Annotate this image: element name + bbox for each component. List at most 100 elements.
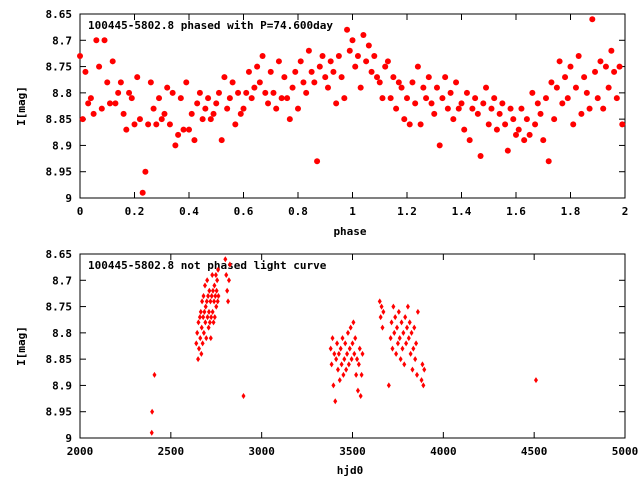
phased-data-point — [360, 32, 367, 39]
phased-data-point — [335, 53, 342, 60]
phased-chart-title: 100445-5802.8 phased with P=74.600day — [88, 19, 333, 32]
phased-y-tick-label: 8.7 — [52, 34, 72, 47]
unphased-y-tick-label: 8.65 — [46, 248, 73, 261]
unphased-data-point — [201, 329, 206, 336]
unphased-data-point — [209, 293, 214, 300]
phased-data-point — [226, 95, 233, 102]
phased-data-point — [191, 137, 198, 144]
unphased-data-point — [203, 303, 208, 310]
unphased-data-point — [348, 324, 353, 331]
unphased-data-point — [338, 345, 343, 352]
unphased-data-point — [346, 361, 351, 368]
phased-data-point — [218, 137, 225, 144]
unphased-data-points — [149, 256, 538, 436]
phased-data-point — [175, 131, 182, 138]
phased-x-axis-label: phase — [333, 225, 366, 238]
unphased-data-point — [414, 340, 419, 347]
unphased-data-point — [351, 319, 356, 326]
phased-data-point — [324, 84, 331, 91]
unphased-data-point — [214, 303, 219, 310]
phased-data-point — [537, 110, 544, 117]
phased-data-point — [128, 95, 135, 102]
phased-data-point — [338, 74, 345, 81]
unphased-data-point — [201, 314, 206, 321]
unphased-y-tick-label: 8.7 — [52, 274, 72, 287]
unphased-data-point — [196, 345, 201, 352]
phased-data-point — [423, 95, 430, 102]
phased-data-point — [483, 84, 490, 91]
unphased-data-point — [199, 350, 204, 357]
phased-data-point — [502, 121, 509, 128]
unphased-x-tick-label: 2500 — [158, 445, 185, 458]
phased-data-point — [232, 121, 239, 128]
phased-data-point — [619, 121, 626, 128]
phased-data-point — [156, 95, 163, 102]
phased-data-point — [82, 68, 89, 75]
phased-data-point — [161, 110, 168, 117]
phased-data-point — [224, 105, 231, 112]
unphased-data-point — [413, 356, 418, 363]
phased-data-point — [207, 116, 214, 123]
phased-data-point — [115, 89, 122, 96]
unphased-data-point — [390, 345, 395, 352]
phased-data-point — [474, 110, 481, 117]
unphased-data-point — [203, 319, 208, 326]
phased-data-point — [314, 158, 321, 165]
unphased-data-point — [400, 345, 405, 352]
phased-x-tick-label: 1 — [349, 205, 356, 218]
phased-data-point — [134, 74, 141, 81]
unphased-data-point — [227, 261, 232, 268]
phased-data-point — [583, 89, 590, 96]
unphased-data-point — [391, 303, 396, 310]
unphased-data-point — [331, 382, 336, 389]
unphased-data-point — [198, 335, 203, 342]
phased-data-point — [303, 89, 310, 96]
phased-data-point — [112, 100, 119, 107]
unphased-data-point — [414, 371, 419, 378]
unphased-data-point — [225, 287, 230, 294]
unphased-data-point — [195, 329, 200, 336]
phased-data-point — [564, 95, 571, 102]
phased-data-point — [493, 126, 500, 133]
phased-data-point — [374, 74, 381, 81]
phased-data-point — [414, 63, 421, 70]
phased-data-point — [120, 110, 127, 117]
phased-data-point — [188, 110, 195, 117]
unphased-y-tick-label: 8.75 — [46, 301, 73, 314]
phased-data-point — [297, 58, 304, 65]
unphased-data-point — [329, 361, 334, 368]
phased-y-axis-label: I[mag] — [15, 86, 28, 126]
phased-data-point — [349, 37, 356, 44]
phased-data-point — [90, 110, 97, 117]
phased-data-point — [221, 74, 228, 81]
unphased-data-point — [405, 324, 409, 331]
unphased-data-point — [412, 324, 417, 331]
phased-data-point — [96, 63, 103, 70]
phased-data-point — [254, 63, 261, 70]
phased-data-point — [101, 37, 108, 44]
phased-data-point — [553, 84, 560, 91]
phased-x-tick-label: 2 — [622, 205, 629, 218]
unphased-data-point — [224, 272, 229, 279]
phased-data-points — [77, 16, 626, 196]
unphased-data-point — [389, 319, 394, 326]
unphased-data-point — [411, 345, 416, 352]
phased-data-point — [145, 121, 152, 128]
phased-data-point — [594, 95, 601, 102]
phased-data-point — [589, 16, 596, 23]
unphased-data-point — [216, 293, 221, 300]
unphased-x-tick-label: 4000 — [430, 445, 457, 458]
unphased-data-point — [343, 340, 348, 347]
unphased-data-point — [337, 377, 342, 384]
unphased-data-point — [206, 324, 211, 331]
phased-data-point — [439, 95, 446, 102]
phased-data-point — [600, 105, 607, 112]
phased-data-point — [267, 68, 274, 75]
phased-data-point — [213, 100, 220, 107]
unphased-panel: 100445-5802.8 not phased light curve hjd… — [15, 248, 638, 477]
unphased-x-tick-label: 2000 — [67, 445, 94, 458]
phased-data-point — [384, 58, 391, 65]
unphased-data-point — [421, 382, 426, 389]
phased-x-tick-label: 0 — [77, 205, 84, 218]
